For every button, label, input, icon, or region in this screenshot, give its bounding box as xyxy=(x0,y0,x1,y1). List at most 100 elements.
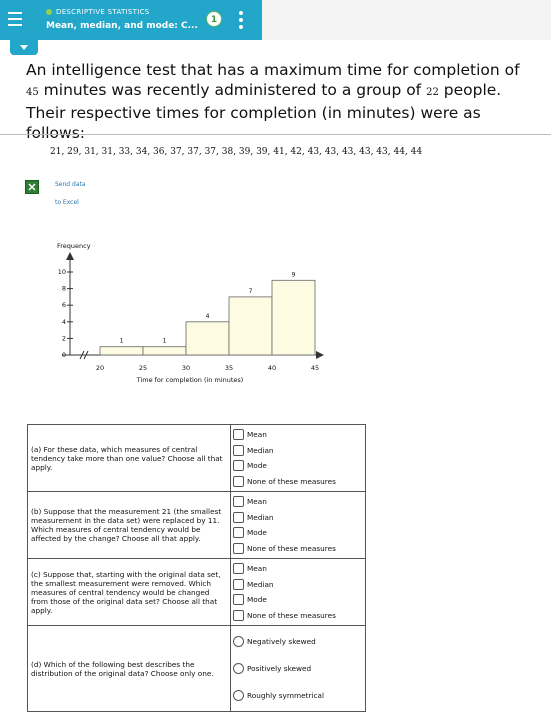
question-cell: (b) Suppose that the measurement 21 (the… xyxy=(27,491,231,559)
histogram: Frequency Time for completion (in minute… xyxy=(57,242,324,384)
y-tick-label: 6 xyxy=(62,301,66,309)
option-label[interactable]: Median xyxy=(247,579,274,589)
collapse-tab[interactable] xyxy=(10,40,38,55)
header-title: Mean, median, and mode: C... xyxy=(46,21,198,31)
more-menu[interactable] xyxy=(238,10,244,30)
option[interactable]: Mean xyxy=(233,561,363,577)
x-tick-label: 40 xyxy=(268,364,276,372)
options-cell: Mean Median Mode None of these measures xyxy=(230,424,366,492)
x-tick-label: 30 xyxy=(182,364,190,372)
question-text: An intelligence test that has a maximum … xyxy=(26,60,526,143)
option[interactable]: Median xyxy=(233,510,363,526)
y-axis-label: Frequency xyxy=(57,242,91,250)
option-label[interactable]: None of these measures xyxy=(247,476,336,486)
option-label[interactable]: Negatively skewed xyxy=(247,637,316,646)
option-label[interactable]: None of these measures xyxy=(247,610,336,620)
option-label[interactable]: Median xyxy=(247,512,274,522)
bar-label: 4 xyxy=(206,313,210,320)
bar-label: 1 xyxy=(120,338,124,345)
option-label[interactable]: Median xyxy=(247,445,274,455)
options-cell: Mean Median Mode None of these measures xyxy=(230,491,366,559)
checkbox[interactable] xyxy=(233,496,244,508)
x-tick-label: 25 xyxy=(139,364,147,372)
option[interactable]: Median xyxy=(233,443,363,459)
option[interactable]: Mode xyxy=(233,525,363,541)
checkbox[interactable] xyxy=(233,527,244,539)
options-cell: Negatively skewed Positively skewed Roughl… xyxy=(230,625,366,712)
checkbox[interactable] xyxy=(233,563,244,575)
bar-label: 9 xyxy=(292,271,296,278)
divider xyxy=(0,134,551,135)
option[interactable]: None of these measures xyxy=(233,608,363,624)
table-row: (c) Suppose that, starting with the orig… xyxy=(27,558,366,626)
x-arrow xyxy=(316,351,324,359)
question-cell: (c) Suppose that, starting with the orig… xyxy=(27,558,231,626)
menu-icon[interactable] xyxy=(8,11,22,27)
y-arrow xyxy=(66,252,74,260)
option[interactable]: Mean xyxy=(233,427,363,443)
question-number: 45 xyxy=(26,87,39,98)
question-cell: (a) For these data, which measures of ce… xyxy=(27,424,231,492)
x-tick-label: 45 xyxy=(311,364,319,372)
option[interactable]: Roughly symmetrical xyxy=(233,682,363,709)
table-row: (d) Which of the following best describe… xyxy=(27,625,366,712)
excel-link[interactable]: Send data xyxy=(55,181,86,188)
header-subtitle: DESCRIPTIVE STATISTICS xyxy=(56,8,150,16)
bar xyxy=(185,321,230,356)
option-label[interactable]: Roughly symmetrical xyxy=(247,691,324,700)
option[interactable]: Negatively skewed xyxy=(233,628,363,655)
excel-link[interactable]: to Excel xyxy=(55,199,79,206)
checkbox[interactable] xyxy=(233,429,244,441)
bar xyxy=(142,346,187,356)
header-bar: DESCRIPTIVE STATISTICS Mean, median, and… xyxy=(0,0,262,40)
table-row: (b) Suppose that the measurement 21 (the… xyxy=(27,491,366,559)
question-part: people. Their respective times for compl… xyxy=(26,81,502,142)
option-label[interactable]: None of these measures xyxy=(247,543,336,553)
option-label[interactable]: Mode xyxy=(247,595,267,605)
question-cell: (d) Which of the following best describe… xyxy=(27,625,231,712)
status-dot xyxy=(46,9,52,15)
option[interactable]: Mode xyxy=(233,592,363,608)
checkbox[interactable] xyxy=(233,475,244,487)
y-tick-label: 0 xyxy=(62,351,66,359)
checkbox[interactable] xyxy=(233,578,244,590)
question-part: An intelligence test that has a maximum … xyxy=(26,61,520,79)
option[interactable]: Median xyxy=(233,577,363,593)
option[interactable]: Mean xyxy=(233,494,363,510)
radio[interactable] xyxy=(233,663,244,674)
option[interactable]: Positively skewed xyxy=(233,655,363,682)
checkbox[interactable] xyxy=(233,460,244,472)
checkbox[interactable] xyxy=(233,444,244,456)
y-tick-label: 10 xyxy=(58,268,66,276)
option[interactable]: None of these measures xyxy=(233,474,363,490)
bar-label: 1 xyxy=(163,338,167,345)
question-number: 22 xyxy=(426,87,439,98)
option[interactable]: None of these measures xyxy=(233,541,363,557)
x-tick-label: 20 xyxy=(96,364,104,372)
excel-icon[interactable] xyxy=(25,180,39,194)
axis-break xyxy=(79,350,89,360)
question-part: minutes was recently administered to a g… xyxy=(43,81,422,99)
checkbox[interactable] xyxy=(233,594,244,606)
table-row: (a) For these data, which measures of ce… xyxy=(27,424,366,492)
y-tick-label: 4 xyxy=(62,318,66,326)
option-label[interactable]: Mode xyxy=(247,461,267,471)
radio[interactable] xyxy=(233,636,244,647)
progress-badge[interactable]: 1 xyxy=(206,11,222,27)
bar xyxy=(228,296,273,356)
option-label[interactable]: Mode xyxy=(247,528,267,538)
option-label[interactable]: Mean xyxy=(247,564,267,574)
y-tick-label: 8 xyxy=(62,285,66,293)
option-label[interactable]: Mean xyxy=(247,430,267,440)
options-cell: Mean Median Mode None of these measures xyxy=(230,558,366,626)
x-axis-label: Time for completion (in minutes) xyxy=(136,376,244,384)
radio[interactable] xyxy=(233,690,244,701)
option[interactable]: Mode xyxy=(233,458,363,474)
option-label[interactable]: Positively skewed xyxy=(247,664,312,673)
option-label[interactable]: Mean xyxy=(247,497,267,507)
checkbox[interactable] xyxy=(233,511,244,523)
checkbox[interactable] xyxy=(233,609,244,621)
checkbox[interactable] xyxy=(233,542,244,554)
bar-label: 7 xyxy=(249,288,253,295)
